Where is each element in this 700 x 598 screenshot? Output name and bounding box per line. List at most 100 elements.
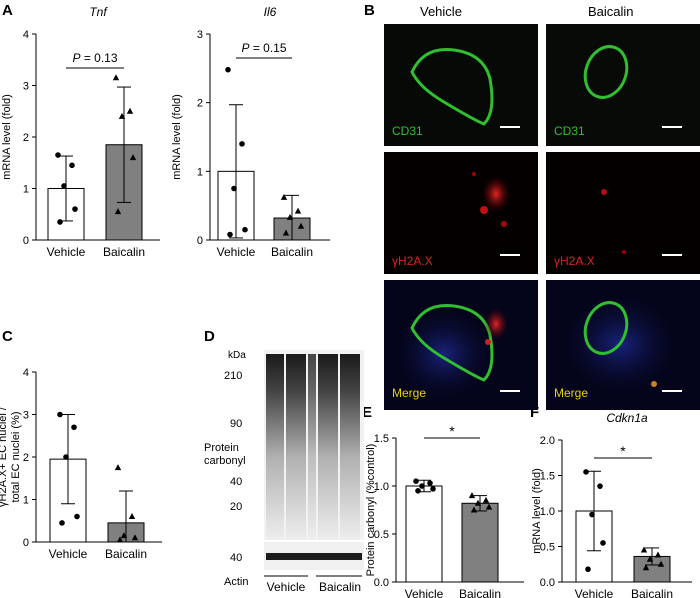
data-point (419, 483, 425, 489)
y-axis-label: Protein carbonyl (%control) (365, 444, 377, 577)
data-point (415, 488, 421, 494)
data-point (126, 107, 134, 114)
data-point (646, 555, 654, 562)
data-point (71, 424, 77, 431)
data-point (61, 183, 67, 189)
data-point (294, 207, 302, 214)
data-point (114, 464, 122, 471)
y-tick-label: 3 (197, 29, 203, 41)
data-point (69, 162, 75, 169)
y-tick-label: 2 (23, 452, 29, 464)
category-label: Baicalin (631, 587, 673, 598)
data-point (120, 532, 128, 539)
data-point (227, 231, 233, 238)
significance-label: * (620, 443, 626, 459)
data-point (485, 503, 493, 510)
data-point (583, 469, 589, 475)
y-tick-label: 2 (23, 132, 29, 144)
data-point (468, 492, 476, 499)
marker-90: 90 (230, 418, 243, 430)
chart-title: Il6 (264, 5, 277, 19)
panel-b-microscopy: Vehicle Baicalin (380, 0, 700, 410)
data-point (589, 511, 595, 518)
data-point (55, 152, 61, 158)
kda-unit-label: kDa (228, 350, 246, 361)
protein-carbonyl-label: Protein carbonyl (204, 442, 246, 467)
data-point (640, 546, 648, 553)
category-label: Vehicle (217, 245, 256, 259)
y-axis-label: γH2A.X+ EC nuclei / (0, 406, 9, 507)
y-tick-label: 1 (23, 184, 29, 196)
y-tick-label: 1 (197, 166, 203, 178)
group-label-baicalin: Baicalin (319, 580, 361, 594)
y-tick-label: 0.0 (374, 577, 389, 589)
significance-label: P = 0.15 (241, 41, 286, 55)
category-label: Baicalin (105, 547, 147, 561)
data-point (654, 551, 662, 558)
panel-letter-f: F (530, 404, 540, 421)
y-tick-label: 3 (23, 410, 29, 422)
panel-letter-a: A (2, 2, 13, 19)
data-point (597, 483, 603, 489)
data-point (128, 513, 136, 519)
data-point (286, 213, 294, 220)
y-tick-label: 0 (197, 235, 203, 247)
bar-baicalin (461, 502, 499, 583)
panel-letter-d: D (204, 328, 215, 345)
column-label-baicalin: Baicalin (588, 4, 634, 19)
micrograph-grid (384, 24, 700, 410)
y-tick-label: 1 (23, 495, 29, 507)
data-point (59, 520, 65, 526)
data-point (118, 112, 126, 119)
data-point (482, 496, 490, 503)
chart-title: Cdkn1a (606, 411, 648, 425)
y-tick-label: 2 (197, 98, 203, 110)
group-label-vehicle: Vehicle (267, 580, 306, 594)
significance-label: P = 0.13 (72, 51, 117, 65)
y-tick-label: 0 (23, 537, 29, 549)
data-point (282, 229, 290, 236)
chart-title: Tnf (89, 5, 108, 19)
marker-20: 20 (230, 501, 243, 513)
image-vehicle-yh2ax (384, 152, 538, 274)
y-tick-label: 4 (23, 29, 29, 41)
column-label-vehicle: Vehicle (420, 4, 462, 19)
y-axis-label: mRNA level (fold) (531, 468, 543, 554)
data-point (131, 534, 139, 541)
y-tick-label: 0.0 (540, 577, 555, 589)
row-label-merge-vehicle: Merge (392, 386, 427, 400)
actin-label: Actin (224, 576, 249, 588)
bar-vehicle (405, 485, 443, 583)
row-label-cd31-baicalin: CD31 (554, 124, 585, 138)
y-tick-label: 1.0 (374, 481, 389, 493)
data-point (297, 222, 305, 229)
panel-letter-e: E (362, 404, 373, 421)
y-tick-label: 1.5 (540, 471, 555, 483)
category-label: Vehicle (405, 587, 444, 598)
data-point (470, 506, 478, 513)
image-vehicle-cd31 (384, 24, 538, 146)
y-axis-label: mRNA level (fold) (171, 94, 183, 180)
data-point (129, 154, 137, 161)
data-point (280, 193, 288, 200)
data-point (225, 66, 231, 73)
category-label: Baicalin (459, 587, 501, 598)
row-label-yh2ax-vehicle: γH2A.X (392, 254, 433, 268)
category-label: Vehicle (49, 547, 88, 561)
significance-label: * (449, 423, 455, 439)
data-point (585, 566, 591, 573)
data-point (657, 560, 665, 567)
category-label: Vehicle (47, 245, 86, 259)
marker-40: 40 (230, 476, 243, 488)
data-point (74, 513, 80, 520)
data-point (474, 499, 482, 506)
category-label: Vehicle (575, 587, 614, 598)
row-label-cd31-vehicle: CD31 (392, 124, 423, 138)
panel-letter-c: C (2, 328, 13, 345)
data-point (413, 478, 419, 485)
row-label-yh2ax-baicalin: γH2A.X (554, 254, 595, 268)
y-tick-label: 0.5 (540, 542, 555, 554)
y-tick-label: 3 (23, 81, 29, 93)
data-point (242, 226, 248, 233)
